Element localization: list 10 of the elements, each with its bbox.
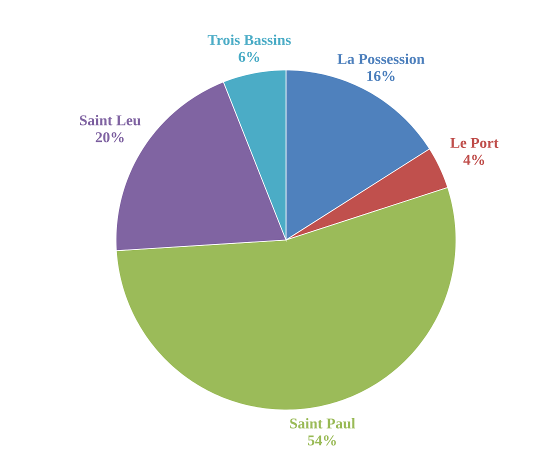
data-label: 54% (308, 435, 336, 446)
slice-label: Saint Leu (80, 114, 141, 126)
slice-label: Saint Paul (290, 418, 356, 429)
data-label: 6% (238, 52, 260, 62)
data-label: 4% (463, 154, 484, 165)
data-label: 16% (367, 70, 395, 82)
slice-label: Le Port (450, 138, 499, 148)
data-label: 20% (96, 132, 124, 142)
slice-label: Trois Bassins (208, 34, 291, 45)
slice-label: La Possession (337, 54, 425, 64)
